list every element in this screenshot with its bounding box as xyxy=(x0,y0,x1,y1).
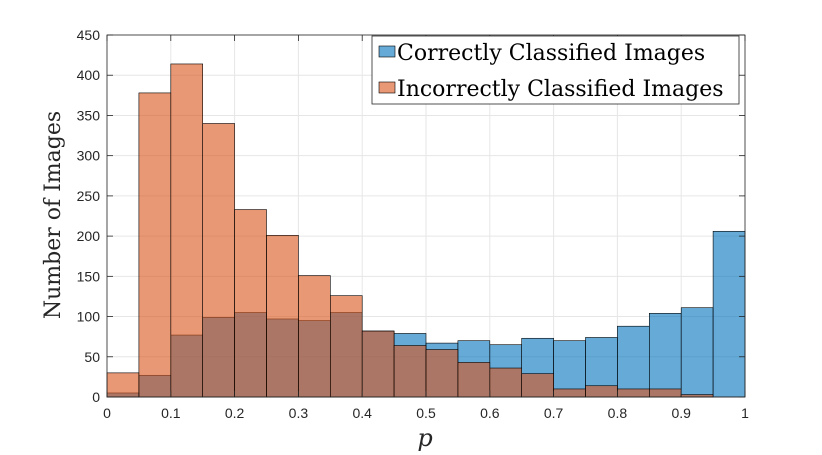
y-tick-label: 450 xyxy=(77,27,101,43)
bar-incorrect xyxy=(329,295,363,398)
y-tick-label: 250 xyxy=(77,188,101,204)
incorrect-series-bars xyxy=(106,63,714,398)
x-tick-label: 0.6 xyxy=(480,405,500,421)
bar-correct xyxy=(648,313,682,398)
bar-incorrect xyxy=(617,388,650,398)
y-tick-label: 0 xyxy=(92,389,100,405)
y-tick-label: 100 xyxy=(77,309,101,325)
bar-incorrect xyxy=(489,367,522,398)
bar-incorrect xyxy=(585,385,618,398)
bar-incorrect xyxy=(202,123,235,398)
x-tick-label: 0 xyxy=(103,405,111,421)
legend-label-incorrect: Incorrectly Classified Images xyxy=(397,77,724,102)
legend-box xyxy=(371,35,740,105)
bar-incorrect xyxy=(648,388,682,398)
bar-incorrect xyxy=(170,63,204,398)
x-tick-label: 0.2 xyxy=(225,405,245,421)
bar-incorrect xyxy=(521,373,554,398)
x-tick-label: 0.4 xyxy=(352,405,372,421)
y-axis-label: Number of Images xyxy=(41,111,66,319)
x-tick-label: 0.7 xyxy=(544,405,564,421)
y-tick-label: 300 xyxy=(77,148,101,164)
bar-incorrect xyxy=(553,388,586,398)
bar-incorrect xyxy=(106,372,140,398)
legend: Correctly Classified Images Incorrectly … xyxy=(371,35,740,105)
x-tick-label: 0.8 xyxy=(608,405,628,421)
bar-incorrect xyxy=(425,349,459,398)
y-tick-label: 400 xyxy=(77,67,101,83)
bar-incorrect xyxy=(138,92,172,398)
y-tick-label: 350 xyxy=(77,107,101,123)
bar-incorrect xyxy=(234,209,267,398)
tick-labels: 0 0.1 0.2 0.3 0.4 0.5 0.6 0.7 0.8 0.9 1 0 50 100 150 20… xyxy=(77,27,749,421)
x-tick-label: 0.5 xyxy=(416,405,436,421)
legend-label-correct: Correctly Classified Images xyxy=(397,41,705,66)
x-tick-label: 0.3 xyxy=(289,405,309,421)
bar-correct xyxy=(680,307,714,398)
bar-incorrect xyxy=(298,275,331,398)
bar-incorrect xyxy=(266,235,299,398)
legend-swatch-correct xyxy=(378,45,396,58)
x-axis-label: p xyxy=(417,424,432,452)
x-tick-label: 1 xyxy=(741,405,749,421)
bar-incorrect xyxy=(361,330,395,398)
bar-correct xyxy=(553,340,586,398)
y-tick-label: 200 xyxy=(77,228,101,244)
bar-incorrect xyxy=(457,362,491,398)
axes xyxy=(106,34,746,398)
bar-correct xyxy=(712,230,746,398)
bar-correct xyxy=(617,325,650,398)
bar-incorrect xyxy=(393,345,427,398)
y-tick-label: 150 xyxy=(77,268,101,284)
x-tick-label: 0.1 xyxy=(161,405,181,421)
x-tick-label: 0.9 xyxy=(671,405,691,421)
legend-swatch-incorrect xyxy=(378,81,396,94)
y-tick-label: 50 xyxy=(84,349,100,365)
